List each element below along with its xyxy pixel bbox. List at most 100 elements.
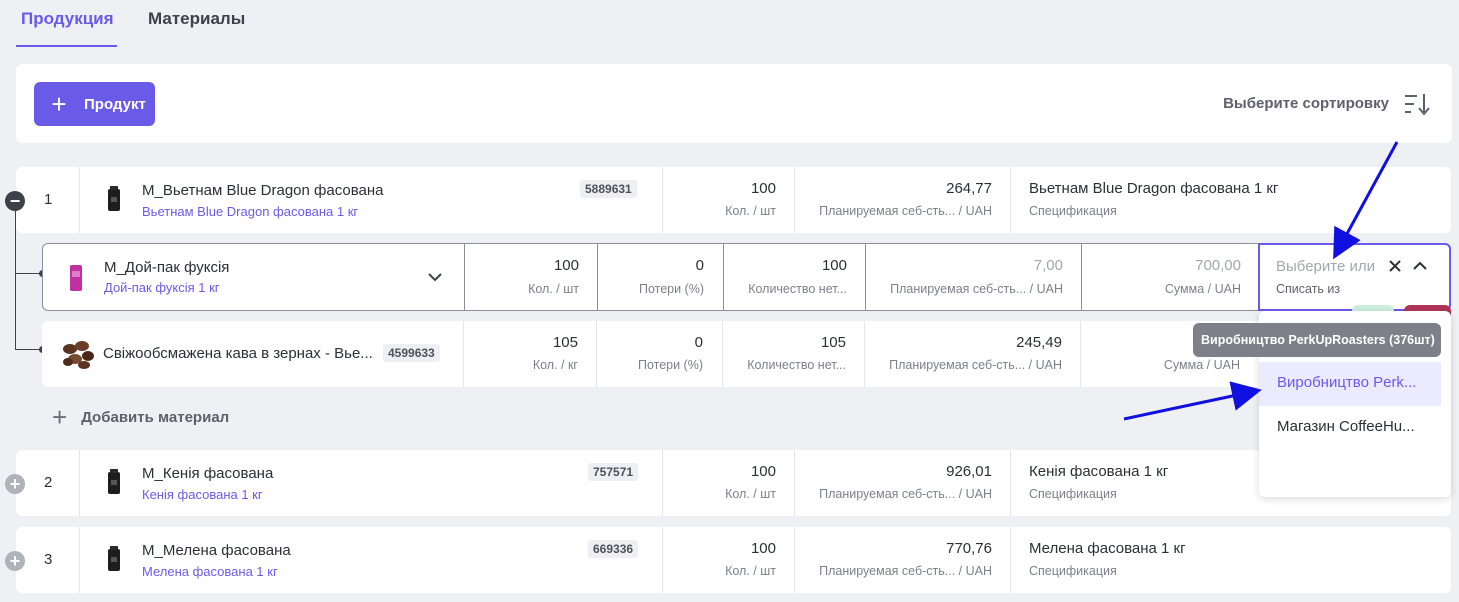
column-divider	[723, 244, 724, 310]
product-spec-link[interactable]: Мелена фасована 1 кг	[142, 564, 278, 579]
cost-value: 245,49	[1016, 334, 1062, 351]
spec-label: Спецификация	[1029, 564, 1117, 578]
cost-label: Планируемая себ-сть... / UAH	[819, 487, 992, 501]
qty-label: Кол. / шт	[528, 282, 579, 296]
column-divider	[864, 321, 865, 387]
spec-value[interactable]: Кенія фасована 1 кг	[1029, 463, 1169, 480]
material-spec-link[interactable]: Дой-пак фуксія 1 кг	[104, 280, 220, 295]
annotation-arrow	[1123, 381, 1262, 421]
qty-value[interactable]: 100	[553, 257, 579, 274]
column-divider	[1010, 527, 1011, 593]
material-code: 4599633	[383, 344, 440, 362]
coffee-bag-image	[108, 186, 120, 211]
spec-label: Спецификация	[1029, 487, 1117, 501]
tab-products[interactable]: Продукция	[21, 9, 114, 28]
cost-label: Планируемая себ-сть... / UAH	[819, 564, 992, 578]
dropdown-option-production[interactable]: Виробництво Perk...	[1259, 362, 1441, 406]
column-divider	[79, 527, 80, 593]
column-divider	[597, 244, 598, 310]
collapse-toggle-icon[interactable]: −	[5, 191, 25, 211]
column-divider	[662, 450, 663, 516]
column-divider	[596, 321, 597, 387]
qty-value[interactable]: 105	[552, 334, 578, 351]
expand-toggle-icon[interactable]: +	[5, 474, 25, 494]
cost-value: 770,76	[946, 540, 992, 557]
net-label: Количество нет...	[747, 358, 846, 372]
column-divider	[662, 167, 663, 233]
tab-materials[interactable]: Материалы	[148, 9, 246, 28]
sum-label: Сумма / UAH	[1164, 282, 1241, 296]
product-code: 5889631	[580, 180, 637, 198]
close-icon[interactable]	[1388, 259, 1402, 273]
add-product-label: Продукт	[84, 95, 146, 113]
active-tab-indicator	[16, 45, 117, 47]
column-divider	[1010, 450, 1011, 516]
qty-label: Кол. / кг	[532, 358, 578, 372]
cost-value: 926,01	[946, 463, 992, 480]
toolbar: + Продукт Выберите сортировку	[16, 64, 1452, 143]
spec-value[interactable]: Мелена фасована 1 кг	[1029, 540, 1186, 557]
column-divider	[662, 527, 663, 593]
column-divider	[1010, 167, 1011, 233]
coffee-bag-image	[108, 469, 120, 494]
sort-select[interactable]: Выберите сортировку	[1223, 95, 1389, 112]
loss-value[interactable]: 0	[694, 334, 703, 351]
row-index: 3	[44, 551, 53, 568]
tree-connector	[15, 273, 42, 274]
qty-value: 100	[750, 540, 776, 557]
annotation-arrow	[1333, 141, 1399, 260]
qty-value: 100	[750, 463, 776, 480]
writeoff-search-input[interactable]: Выберите или	[1276, 258, 1375, 275]
sort-icon[interactable]	[1404, 92, 1430, 116]
qty-label: Кол. / шт	[725, 564, 776, 578]
loss-label: Потери (%)	[638, 282, 704, 296]
net-value[interactable]: 100	[821, 257, 847, 274]
column-divider	[463, 321, 464, 387]
product-spec-link[interactable]: Кенія фасована 1 кг	[142, 487, 263, 502]
writeoff-label: Списать из	[1276, 282, 1341, 296]
chevron-up-icon[interactable]	[1412, 260, 1428, 272]
expand-toggle-icon[interactable]: +	[5, 551, 25, 571]
column-divider	[865, 244, 866, 310]
loss-value[interactable]: 0	[695, 257, 704, 274]
add-product-button[interactable]: + Продукт	[34, 82, 155, 126]
column-divider	[722, 321, 723, 387]
add-material-button[interactable]: + Добавить материал	[52, 402, 229, 432]
material-row: М_Дой-пак фуксія Дой-пак фуксія 1 кг 100…	[42, 243, 1451, 311]
column-divider	[1080, 321, 1081, 387]
tree-connector	[15, 349, 42, 350]
cost-value: 264,77	[946, 180, 992, 197]
spec-value[interactable]: Вьетнам Blue Dragon фасована 1 кг	[1029, 180, 1279, 197]
product-code: 757571	[588, 463, 639, 481]
column-divider	[794, 167, 795, 233]
product-spec-link[interactable]: Вьетнам Blue Dragon фасована 1 кг	[142, 204, 359, 219]
plus-icon: +	[52, 402, 68, 432]
column-divider	[1081, 244, 1082, 310]
product-code: 669336	[588, 540, 639, 558]
qty-label: Кол. / шт	[725, 487, 776, 501]
column-divider	[794, 450, 795, 516]
sum-value: 700,00	[1195, 257, 1241, 274]
option-tooltip: Виробництво PerkUpRoasters (376шт)	[1193, 323, 1441, 357]
loss-label: Потери (%)	[637, 358, 703, 372]
column-divider	[464, 244, 465, 310]
net-value[interactable]: 105	[820, 334, 846, 351]
net-label: Количество нет...	[748, 282, 847, 296]
spec-label: Спецификация	[1029, 204, 1117, 218]
column-divider	[794, 527, 795, 593]
cost-label: Планируемая себ-сть... / UAH	[819, 204, 992, 218]
column-divider	[79, 450, 80, 516]
qty-label: Кол. / шт	[725, 204, 776, 218]
column-divider	[79, 167, 80, 233]
row-index: 1	[44, 191, 53, 208]
tree-connector	[15, 210, 16, 350]
chevron-down-icon[interactable]	[427, 271, 443, 283]
doypack-image	[70, 265, 82, 291]
product-row: 1 М_Вьетнам Blue Dragon фасована Вьетнам…	[16, 167, 1451, 233]
tabs-bar: Продукция Материалы	[0, 0, 1459, 52]
row-index: 2	[44, 474, 53, 491]
coffee-bag-image	[108, 546, 120, 571]
cost-label: Планируемая себ-сть... / UAH	[890, 282, 1063, 296]
product-row: 2 М_Кенія фасована Кенія фасована 1 кг 7…	[16, 450, 1451, 516]
